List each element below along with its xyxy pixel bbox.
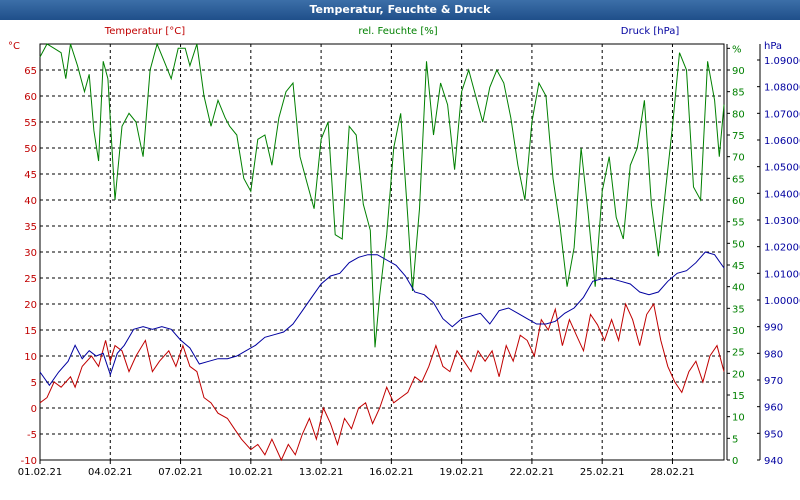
temperature-tick-label: 40 [24, 196, 37, 207]
temperature-tick-label: 35 [24, 222, 37, 233]
humidity-tick-label: 90 [732, 66, 745, 77]
series-line-temperature [39, 302, 725, 462]
humidity-tick-label: 60 [732, 196, 745, 207]
humidity-tick-label: 65 [732, 174, 745, 185]
pressure-tick-label: 980 [764, 349, 783, 360]
temperature-tick-label: 20 [24, 300, 37, 311]
pressure-tick-label: 1.090000 [764, 56, 800, 67]
series-group [39, 42, 725, 462]
temperature-tick-label: 10 [24, 352, 37, 363]
pressure-tick-label: 1.050000 [764, 163, 800, 174]
humidity-tick-label: 5 [732, 434, 738, 445]
humidity-tick-label: 80 [732, 109, 745, 120]
temperature-tick-label: 65 [24, 66, 37, 77]
pressure-tick-label: 1.030000 [764, 216, 800, 227]
x-tick-label: 22.02.21 [510, 467, 555, 478]
window-title: Temperatur, Feuchte & Druck [0, 0, 800, 20]
humidity-tick-label: 15 [732, 391, 745, 402]
series-line-pressure [39, 251, 725, 387]
x-tick-label: 01.02.21 [18, 467, 63, 478]
humidity-tick-label: 55 [732, 218, 745, 229]
pressure-tick-label: 960 [764, 403, 783, 414]
humidity-tick-label: 50 [732, 239, 745, 250]
x-tick-label: 16.02.21 [369, 467, 414, 478]
humidity-top-label: % [732, 44, 742, 55]
x-tick-label: 07.02.21 [158, 467, 203, 478]
temperature-tick-label: 30 [24, 248, 37, 259]
humidity-tick-label: 40 [732, 283, 745, 294]
pressure-tick-label: 1.010000 [764, 269, 800, 280]
pressure-tick-label: 990 [764, 323, 783, 334]
pressure-unit-label: hPa [764, 41, 782, 52]
humidity-tick-label: 25 [732, 348, 745, 359]
pressure-axis-title: Druck [hPa] [621, 26, 680, 37]
humidity-tick-label: 45 [732, 261, 745, 272]
humidity-tick-label: 70 [732, 153, 745, 164]
temperature-tick-label: 45 [24, 170, 37, 181]
pressure-tick-label: 970 [764, 376, 783, 387]
x-tick-label: 04.02.21 [88, 467, 133, 478]
x-tick-label: 13.02.21 [299, 467, 344, 478]
temperature-axis-title: Temperatur [°C] [104, 26, 185, 37]
chart: 01.02.21 04.02.21 07.02.21 10.02.21 13.02.21… [8, 26, 800, 478]
pressure-tick-label: 1.000000 [764, 296, 800, 307]
pressure-tick-label: 1.060000 [764, 136, 800, 147]
humidity-tick-label: 35 [732, 304, 745, 315]
temperature-tick-label: 5 [31, 378, 37, 389]
temperature-tick-label: 0 [31, 404, 37, 415]
axis-labels: 01.02.21 04.02.21 07.02.21 10.02.21 13.02.21… [8, 26, 800, 478]
humidity-tick-label: 0 [732, 456, 738, 467]
pressure-tick-label: 1.080000 [764, 83, 800, 94]
temperature-tick-label: 55 [24, 118, 37, 129]
pressure-tick-label: 1.020000 [764, 243, 800, 254]
grid [40, 44, 724, 461]
series-line-humidity [39, 42, 725, 348]
x-tick-label: 19.02.21 [439, 467, 484, 478]
temperature-tick-label: 25 [24, 274, 37, 285]
temperature-tick-label: -10 [21, 456, 37, 467]
pressure-tick-label: 1.070000 [764, 109, 800, 120]
humidity-tick-label: 30 [732, 326, 745, 337]
humidity-tick-label: 85 [732, 88, 745, 99]
pressure-tick-label: 940 [764, 456, 783, 467]
temperature-tick-label: 15 [24, 326, 37, 337]
x-tick-label: 25.02.21 [580, 467, 625, 478]
x-tick-label: 28.02.21 [650, 467, 695, 478]
pressure-tick-label: 950 [764, 429, 783, 440]
temperature-tick-label: 60 [24, 92, 37, 103]
humidity-tick-label: 10 [732, 413, 745, 424]
humidity-tick-label: 75 [732, 131, 745, 142]
humidity-axis-title: rel. Feuchte [%] [358, 26, 437, 37]
temperature-unit-label: °C [8, 41, 20, 52]
humidity-tick-label: 20 [732, 369, 745, 380]
pressure-tick-label: 1.040000 [764, 189, 800, 200]
temperature-tick-label: -5 [27, 430, 37, 441]
axes [39, 44, 761, 464]
temperature-tick-label: 50 [24, 144, 37, 155]
x-tick-label: 10.02.21 [229, 467, 274, 478]
